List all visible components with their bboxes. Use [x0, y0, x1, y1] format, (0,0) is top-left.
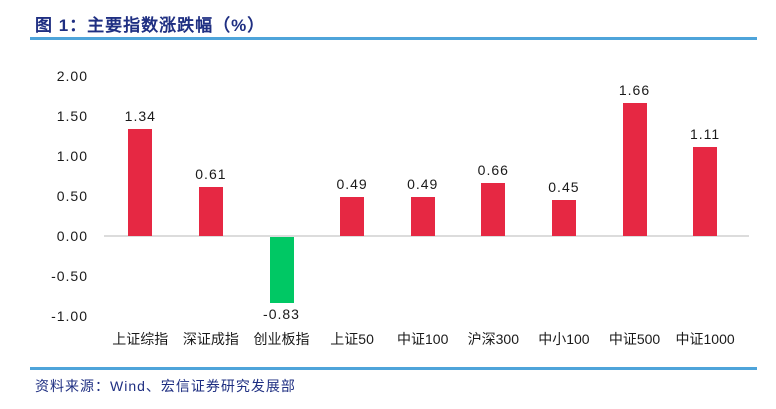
source-note: 资料来源：Wind、宏信证券研究发展部: [35, 378, 296, 394]
title-divider: [30, 37, 757, 40]
y-axis-tick-label: 1.00: [56, 148, 88, 164]
y-axis-tick-label: 0.50: [56, 188, 88, 204]
bar: [198, 187, 223, 236]
x-axis-category-label: 中证1000: [675, 331, 735, 347]
x-axis-category-label: 中证500: [608, 331, 661, 347]
x-axis-category-label: 中证100: [397, 331, 449, 347]
bar-value-label: 0.66: [477, 162, 509, 179]
bar-value-label: 1.11: [689, 126, 721, 143]
y-axis-tick-label: -1.00: [51, 308, 88, 324]
y-axis-tick-label: 0.00: [56, 228, 88, 244]
y-axis-tick-label: 2.00: [56, 68, 88, 84]
bar: [410, 196, 435, 236]
bar: [340, 196, 365, 236]
bar-value-label: 1.66: [618, 82, 651, 99]
x-axis-category-label: 上证综指: [112, 331, 169, 347]
zero-axis-line: [104, 235, 749, 237]
bar: [622, 103, 647, 236]
figure-title: 图 1：主要指数涨跌幅（%）: [35, 16, 266, 35]
y-axis-tick-label: 1.50: [56, 108, 88, 124]
bar-value-label: 0.45: [548, 179, 580, 195]
x-axis-category-label: 创业板指: [253, 331, 310, 347]
x-axis-category-label: 深证成指: [182, 331, 239, 347]
bar-value-label: 0.49: [336, 175, 368, 192]
x-axis-category-label: 上证50: [330, 331, 374, 347]
x-axis-category-label: 沪深300: [467, 331, 519, 347]
bar-value-label: 0.49: [407, 175, 439, 192]
bar: [128, 128, 153, 236]
y-axis-tick-label: -0.50: [51, 268, 88, 284]
bar-value-label: -0.83: [263, 306, 300, 323]
bar: [269, 237, 294, 304]
bar: [693, 147, 718, 236]
bar-value-label: 1.34: [124, 107, 156, 124]
x-axis-category-label: 中小100: [538, 331, 590, 347]
bar: [481, 183, 506, 236]
bar-value-label: 0.61: [195, 166, 227, 183]
footer-divider: [30, 367, 757, 370]
bar: [551, 200, 576, 236]
